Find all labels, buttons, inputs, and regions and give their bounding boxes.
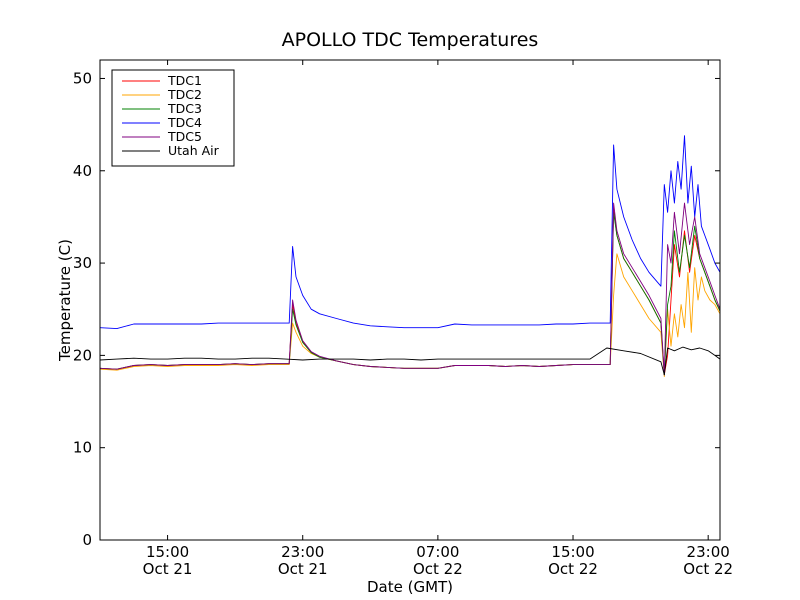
x-tick-label-time: 15:00 — [551, 543, 594, 561]
y-tick-label: 10 — [73, 439, 92, 457]
x-tick-label-date: Oct 21 — [143, 560, 193, 578]
y-tick-label: 20 — [73, 346, 92, 364]
series-layer — [99, 135, 721, 378]
series-line-tdc4 — [99, 135, 721, 330]
x-tick-label-date: Oct 22 — [683, 560, 733, 578]
x-tick-label-date: Oct 21 — [278, 560, 328, 578]
x-tick-label-time: 23:00 — [281, 543, 324, 561]
x-tick-label-time: 15:00 — [146, 543, 189, 561]
x-tick-label-time: 23:00 — [687, 543, 730, 561]
y-tick-label: 40 — [73, 162, 92, 180]
legend-label: TDC1 — [167, 73, 202, 88]
legend-label: TDC5 — [167, 129, 202, 144]
x-tick-label-time: 07:00 — [416, 543, 459, 561]
legend-box — [111, 69, 235, 167]
x-tick-label-date: Oct 22 — [548, 560, 598, 578]
chart-title: APOLLO TDC Temperatures — [282, 29, 539, 51]
legend-label: Utah Air — [168, 143, 220, 158]
legend-label: TDC2 — [167, 87, 202, 102]
legend-label: TDC4 — [167, 115, 202, 130]
y-axis-label: Temperature (C) — [56, 239, 74, 362]
x-tick-label-date: Oct 22 — [413, 560, 463, 578]
y-tick-label: 30 — [73, 254, 92, 272]
series-line-tdc5 — [99, 202, 721, 376]
y-tick-label: 0 — [82, 531, 92, 549]
x-axis-label: Date (GMT) — [367, 578, 453, 596]
y-tick-label: 50 — [73, 69, 92, 87]
series-line-utah-air — [99, 346, 721, 376]
plot-frame — [99, 59, 721, 541]
legend-label: TDC3 — [167, 101, 202, 116]
